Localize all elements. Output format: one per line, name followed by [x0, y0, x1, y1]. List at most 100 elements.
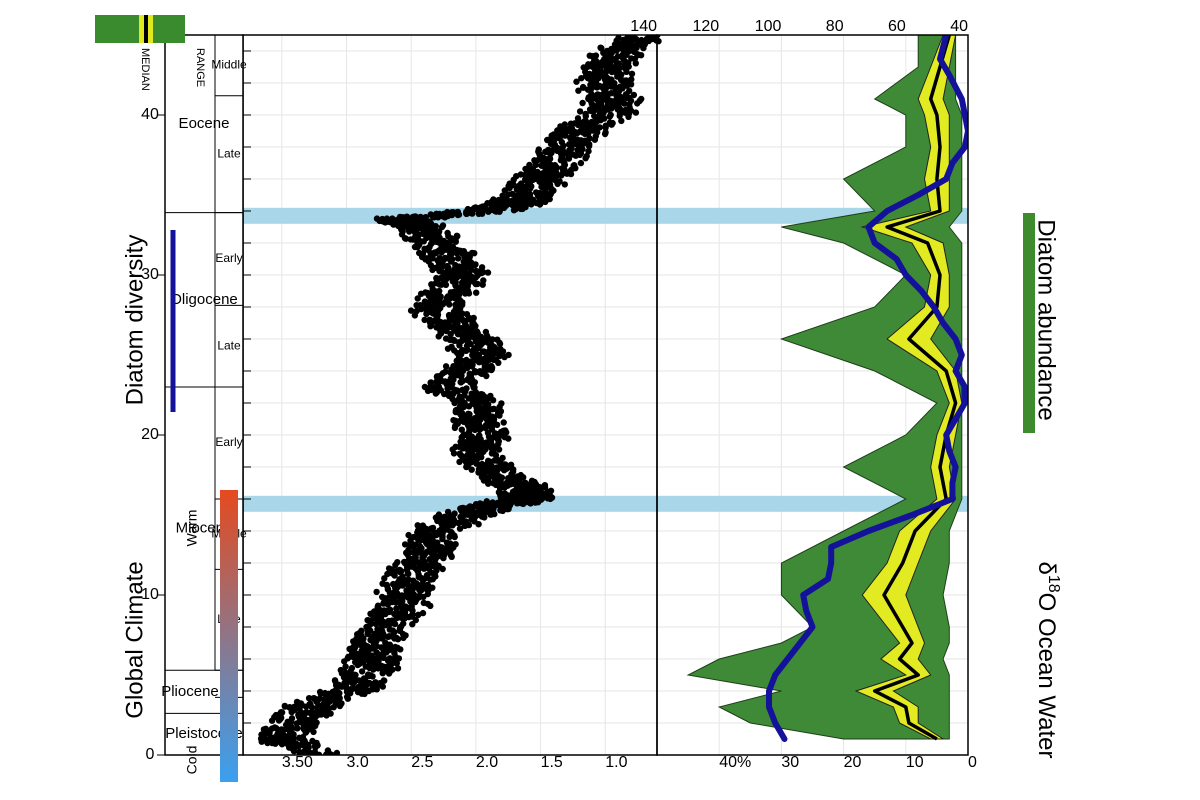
d18o-point	[483, 468, 490, 475]
d18o-point	[514, 202, 522, 210]
d18o-point	[465, 325, 473, 333]
d18o-point	[471, 440, 479, 447]
d18o-point	[413, 242, 421, 249]
abundance-median-line	[872, 35, 958, 741]
d18o-point	[320, 705, 327, 712]
d18o-point	[458, 337, 465, 345]
d18o-point	[488, 441, 495, 448]
d18o-point	[432, 560, 439, 567]
d18o-point	[483, 498, 490, 505]
d18o-point	[429, 266, 436, 274]
d18o-point	[439, 247, 446, 255]
d18o-point	[268, 717, 276, 724]
d18o-point	[469, 352, 476, 359]
stage-label: Late	[217, 146, 241, 160]
d18o-point	[394, 216, 401, 223]
d18o-point	[486, 474, 493, 481]
age-tick-label: 20	[141, 426, 159, 443]
abundance-legend-bar	[1023, 213, 1035, 433]
d18o-point	[438, 525, 446, 532]
d18o-point	[444, 548, 452, 555]
d18o-point	[509, 488, 517, 496]
d18o-point	[322, 691, 329, 698]
d18o-point	[645, 36, 652, 44]
d18o-point	[571, 139, 578, 147]
d18o-point	[464, 421, 471, 429]
d18o-point	[615, 43, 622, 50]
d18o-point	[387, 646, 394, 653]
d18o-point	[434, 257, 441, 264]
d18o-point	[398, 226, 405, 233]
d18o-point	[436, 530, 443, 537]
d18o-point	[455, 247, 462, 254]
d18o-point	[414, 234, 422, 242]
d18o-point	[536, 201, 544, 208]
d18o-point	[613, 64, 620, 71]
d18o-point	[491, 475, 499, 482]
d18o-point	[418, 561, 425, 568]
d18o-point	[504, 505, 511, 513]
d18o-point	[457, 507, 465, 514]
d18o-point	[329, 688, 337, 695]
d18o-point	[471, 368, 479, 375]
d18o-point	[347, 690, 354, 697]
d18o-point	[519, 496, 527, 503]
d18o-point	[379, 665, 386, 673]
d18o-point	[478, 210, 486, 217]
d18o-point	[429, 235, 436, 243]
d18o-point	[489, 406, 496, 413]
d18o-point	[492, 468, 499, 475]
d18o-point	[348, 664, 356, 672]
d18o-point	[367, 672, 374, 679]
d18o-point	[508, 470, 515, 478]
abundance-tick-label: 40%	[719, 754, 751, 771]
d18o-point	[415, 611, 422, 618]
d18o-point	[475, 465, 483, 473]
d18o-point	[434, 304, 441, 311]
d18o-point	[544, 147, 552, 155]
d18o-point	[485, 348, 492, 355]
d18o-point	[393, 614, 401, 622]
d18o-point	[393, 634, 400, 642]
d18o-point	[504, 201, 511, 208]
d18o-point	[613, 69, 620, 77]
d18o-point	[593, 63, 600, 71]
d18o-point	[413, 550, 420, 557]
d18o-point	[426, 536, 433, 543]
d18o-point	[309, 737, 316, 745]
d18o-point	[456, 403, 464, 410]
d18o-point	[279, 736, 286, 743]
d18o-point	[447, 331, 454, 338]
d18o-point	[446, 255, 454, 263]
d18o-point	[413, 566, 421, 573]
d18o-axis-title: δ18O Ocean Water	[1033, 562, 1063, 759]
d18o-point	[428, 289, 436, 296]
d18o-point	[561, 181, 568, 188]
global-climate-color-bar	[220, 490, 238, 782]
d18o-title-rest: O Ocean Water	[1033, 593, 1060, 759]
d18o-point	[486, 434, 494, 441]
d18o-point	[447, 289, 455, 296]
d18o-point	[535, 496, 543, 503]
d18o-point	[398, 567, 405, 575]
d18o-point	[341, 679, 348, 686]
d18o-point	[389, 666, 396, 673]
d18o-point	[289, 739, 296, 746]
d18o-point	[497, 458, 504, 465]
d18o-point	[426, 243, 433, 251]
d18o-point	[608, 83, 615, 90]
d18o-point	[582, 155, 589, 162]
d18o-point	[580, 84, 587, 91]
d18o-point	[431, 223, 439, 230]
d18o-point	[405, 531, 412, 539]
d18o-point	[323, 712, 330, 719]
d18o-point	[547, 176, 554, 183]
stage-label: Early	[215, 251, 242, 265]
d18o-point	[450, 209, 457, 216]
d18o-point	[427, 308, 434, 316]
d18o-point	[354, 631, 361, 638]
d18o-point	[470, 320, 477, 327]
d18o-point	[394, 583, 402, 590]
d18o-point	[443, 297, 451, 304]
d18o-point	[452, 289, 460, 297]
